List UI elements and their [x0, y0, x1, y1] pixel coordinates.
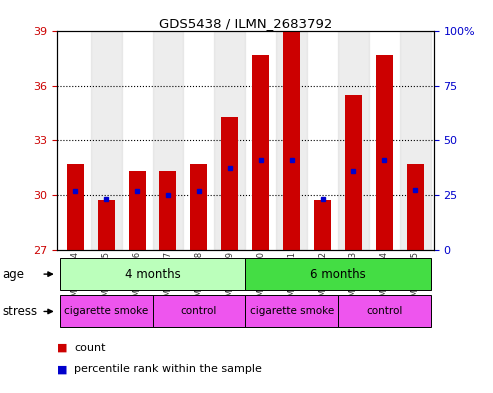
Text: 4 months: 4 months [125, 268, 180, 281]
Bar [152, 31, 183, 250]
Bar [407, 164, 424, 250]
Text: ■: ■ [57, 343, 67, 353]
Text: count: count [74, 343, 106, 353]
Text: 6 months: 6 months [310, 268, 366, 281]
Title: GDS5438 / ILMN_2683792: GDS5438 / ILMN_2683792 [159, 17, 332, 30]
Bar [252, 55, 269, 250]
Text: age: age [2, 268, 25, 281]
Bar [152, 296, 246, 327]
Bar [214, 31, 245, 250]
Text: stress: stress [2, 305, 37, 318]
Bar [245, 258, 431, 290]
Bar [338, 296, 431, 327]
Text: cigarette smoke: cigarette smoke [249, 307, 334, 316]
Bar [376, 55, 393, 250]
Bar [60, 258, 246, 290]
Text: percentile rank within the sample: percentile rank within the sample [74, 364, 262, 375]
Bar [345, 95, 362, 250]
Bar [159, 171, 176, 250]
Text: cigarette smoke: cigarette smoke [64, 307, 148, 316]
Text: control: control [366, 307, 403, 316]
Text: ■: ■ [57, 364, 67, 375]
Bar [283, 31, 300, 250]
Bar [91, 31, 122, 250]
Bar [314, 200, 331, 250]
Bar [129, 171, 145, 250]
Bar [338, 31, 369, 250]
Bar [400, 31, 431, 250]
Bar [67, 164, 84, 250]
Bar [190, 164, 208, 250]
Bar [276, 31, 307, 250]
Bar [60, 296, 152, 327]
Bar [221, 117, 238, 250]
Bar [98, 200, 115, 250]
Bar [245, 296, 338, 327]
Text: control: control [181, 307, 217, 316]
